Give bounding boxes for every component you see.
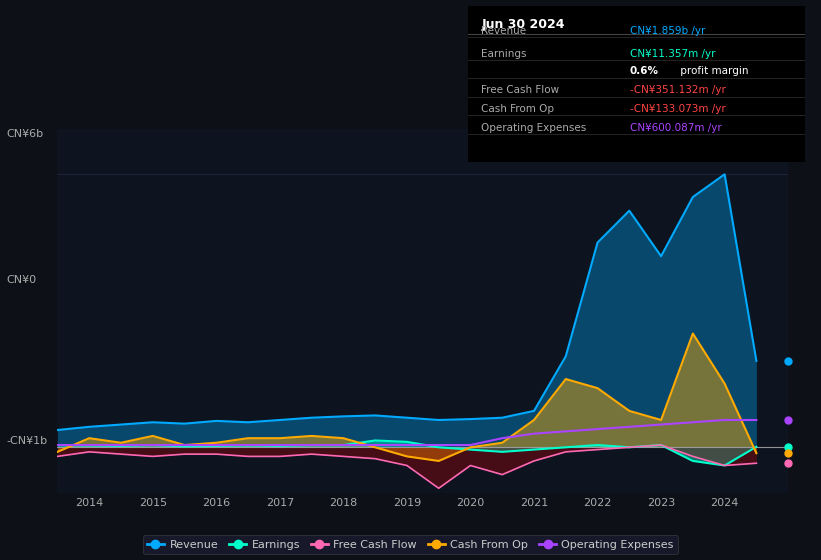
Text: profit margin: profit margin: [677, 67, 748, 77]
Text: CN¥0: CN¥0: [7, 275, 36, 285]
Legend: Revenue, Earnings, Free Cash Flow, Cash From Op, Operating Expenses: Revenue, Earnings, Free Cash Flow, Cash …: [143, 535, 678, 554]
Text: Jun 30 2024: Jun 30 2024: [481, 18, 565, 31]
Text: -CN¥133.073m /yr: -CN¥133.073m /yr: [630, 104, 725, 114]
Text: CN¥6b: CN¥6b: [7, 129, 44, 139]
Text: Operating Expenses: Operating Expenses: [481, 123, 587, 133]
Text: -CN¥351.132m /yr: -CN¥351.132m /yr: [630, 85, 726, 95]
Text: CN¥1.859b /yr: CN¥1.859b /yr: [630, 26, 705, 36]
Text: 0.6%: 0.6%: [630, 67, 658, 77]
Text: Earnings: Earnings: [481, 49, 527, 59]
Text: -CN¥1b: -CN¥1b: [7, 436, 48, 446]
Text: Revenue: Revenue: [481, 26, 526, 36]
Text: CN¥600.087m /yr: CN¥600.087m /yr: [630, 123, 722, 133]
Text: Cash From Op: Cash From Op: [481, 104, 554, 114]
Text: Free Cash Flow: Free Cash Flow: [481, 85, 560, 95]
Text: CN¥11.357m /yr: CN¥11.357m /yr: [630, 49, 715, 59]
